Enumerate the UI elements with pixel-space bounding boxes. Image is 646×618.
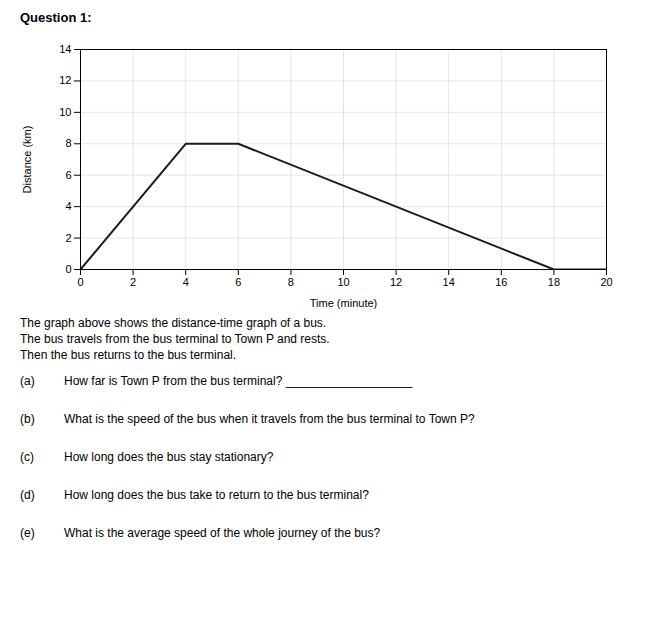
html-text:How long does the bus stay sta: How long does the bus stay stationary? [64, 450, 274, 464]
svg-text:0: 0 [65, 263, 71, 275]
html-text:(c): (c) [20, 450, 34, 464]
html-text:How far is Town P from the bus: How far is Town P from the bus terminal?… [64, 374, 413, 388]
svg-text:18: 18 [548, 276, 560, 288]
svg-text:2: 2 [65, 232, 71, 244]
html-text:What is the speed of the bus w: What is the speed of the bus when it tra… [64, 412, 475, 426]
svg-text:Time (minute): Time (minute) [310, 297, 377, 309]
svg-text:6: 6 [65, 169, 71, 181]
html-text:Then the bus returns to the bu: Then the bus returns to the bus terminal… [20, 348, 237, 362]
html-text:The graph above shows the dist: The graph above shows the distance-time … [20, 316, 327, 330]
svg-text:8: 8 [288, 276, 294, 288]
html-text:The bus travels from the bus t: The bus travels from the bus terminal to… [20, 332, 330, 346]
svg-text:14: 14 [59, 43, 71, 55]
svg-text:6: 6 [235, 276, 241, 288]
html-text:(b): (b) [20, 412, 35, 426]
html-text:(d): (d) [20, 488, 35, 502]
html-text:What is the average speed of t: What is the average speed of the whole j… [64, 526, 381, 540]
svg-text:Distance (km): Distance (km) [21, 126, 33, 194]
svg-text:16: 16 [495, 276, 507, 288]
svg-text:12: 12 [390, 276, 402, 288]
svg-text:4: 4 [65, 200, 71, 212]
svg-text:10: 10 [59, 106, 71, 118]
svg-text:10: 10 [337, 276, 349, 288]
svg-text:0: 0 [77, 276, 83, 288]
svg-text:20: 20 [600, 276, 612, 288]
svg-text:14: 14 [443, 276, 455, 288]
svg-text:2: 2 [130, 276, 136, 288]
html-text:(a): (a) [20, 374, 35, 388]
html-text:Question 1:: Question 1: [20, 10, 92, 25]
svg-text:4: 4 [183, 276, 189, 288]
html-text:How long does the bus take to: How long does the bus take to return to … [64, 488, 369, 502]
svg-text:12: 12 [59, 74, 71, 86]
svg-text:8: 8 [65, 137, 71, 149]
html-text:(e): (e) [20, 526, 35, 540]
